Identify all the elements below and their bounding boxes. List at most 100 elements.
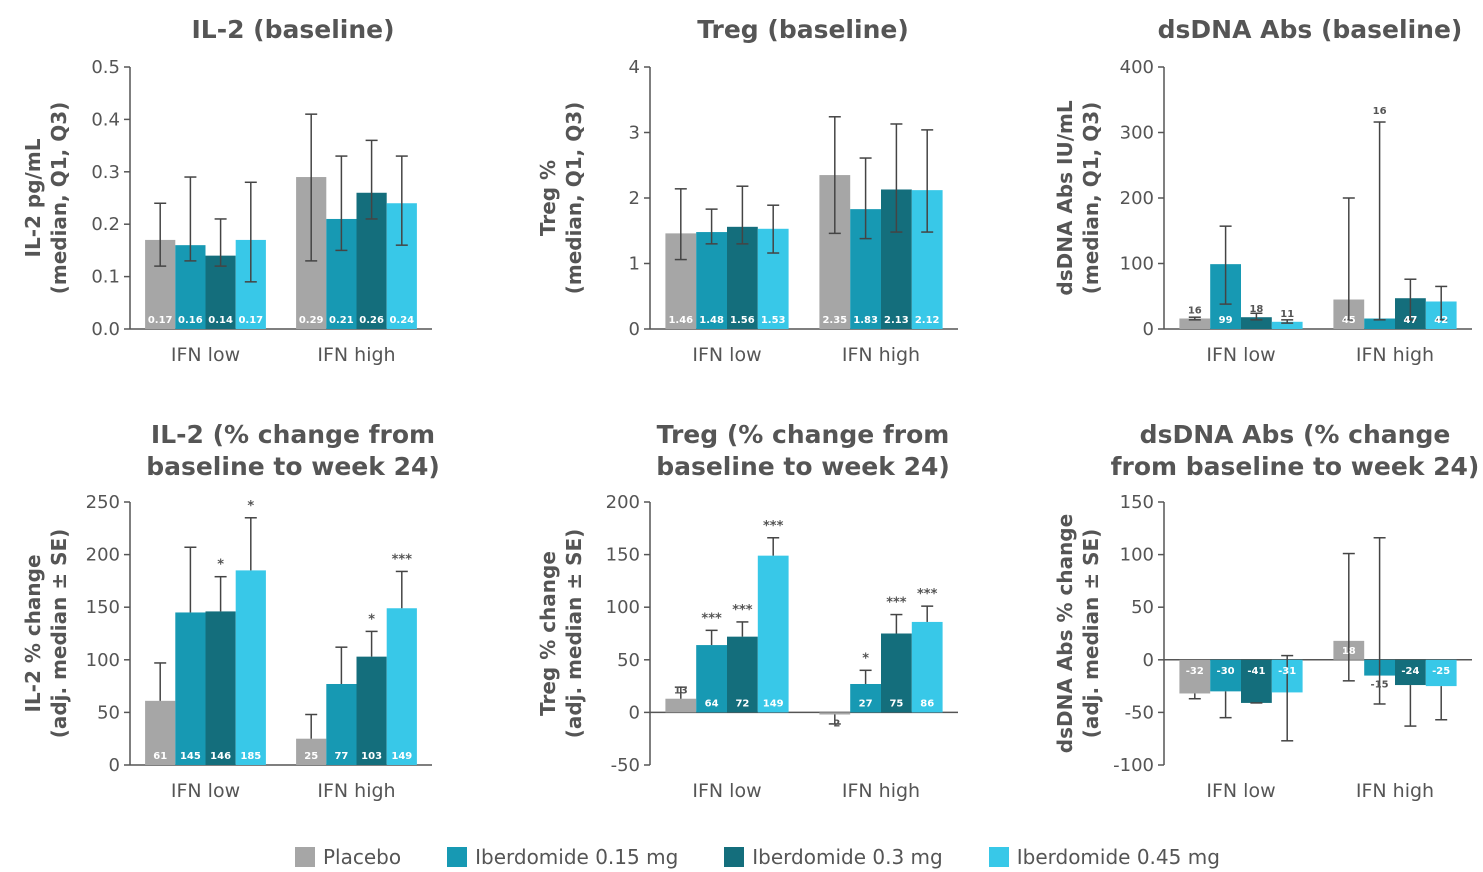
data-label: 47	[1403, 315, 1417, 326]
data-label: 45	[1342, 315, 1356, 326]
bar-iberdomide-0-15-mg	[326, 683, 357, 765]
chart-title: dsDNA Abs (baseline)	[1158, 15, 1463, 44]
chart-panel-6: dsDNA Abs (% change from baseline to week…	[1053, 420, 1479, 802]
y-tick-label: 0.0	[91, 319, 120, 340]
bar-iberdomide-0-45-mg	[235, 570, 266, 765]
data-label: -25	[1432, 666, 1450, 677]
significance-stars: ***	[886, 596, 907, 611]
y-tick-label: 2	[629, 188, 640, 209]
data-label: -41	[1247, 666, 1265, 677]
chart-title: baseline to week 24)	[146, 452, 440, 481]
data-label: 61	[153, 751, 167, 762]
legend-swatch-iberdomide-015	[447, 847, 468, 867]
data-label: 0.16	[178, 315, 203, 326]
data-label: 0.24	[389, 315, 414, 326]
y-tick-label: 0.5	[91, 57, 120, 78]
chart-panel-1: IL-2 (baseline) IL-2 pg/mL (median, Q1, Q3…	[21, 15, 432, 366]
x-category-label: IFN high	[1356, 344, 1434, 366]
bar-iberdomide-0-15-mg	[850, 683, 881, 713]
chart-title: Treg (% change from	[657, 420, 950, 449]
data-label: 146	[210, 751, 231, 762]
legend-label-iberdomide-015: Iberdomide 0.15 mg	[475, 845, 679, 869]
data-label: 1.46	[668, 315, 693, 326]
data-label: 18	[1342, 646, 1356, 657]
legend-swatch-iberdomide-03	[724, 847, 745, 867]
y-tick-label: 200	[86, 545, 120, 566]
y-tick-label: 0	[629, 702, 640, 723]
data-label: 64	[705, 698, 719, 709]
y-tick-label: 50	[617, 650, 640, 671]
bar-placebo	[145, 700, 176, 765]
y-tick-label: -100	[1113, 755, 1154, 776]
y-axis-label: Treg %	[536, 160, 560, 236]
significance-stars: ***	[701, 611, 722, 626]
chart-title: IL-2 (baseline)	[191, 15, 394, 44]
y-axis-label: Treg % change	[536, 551, 560, 716]
bar-iberdomide-0-15-mg	[696, 232, 727, 329]
chart-title: from baseline to week 24)	[1111, 452, 1480, 481]
significance-stars: ***	[763, 519, 784, 534]
data-label: -31	[1278, 666, 1296, 677]
y-axis-label: dsDNA Abs % change	[1053, 514, 1077, 753]
data-label: -2	[829, 719, 840, 730]
chart-title: Treg (baseline)	[697, 15, 909, 44]
data-label: 0.29	[299, 315, 324, 326]
legend: Placebo Iberdomide 0.15 mg Iberdomide 0.…	[295, 842, 1220, 872]
bar-iberdomide-0-3-mg	[205, 255, 236, 329]
x-category-label: IFN low	[1206, 344, 1275, 366]
bar-iberdomide-0-45-mg	[911, 621, 943, 713]
y-tick-label: 50	[97, 702, 120, 723]
significance-stars: *	[247, 499, 254, 514]
legend-label-iberdomide-045: Iberdomide 0.45 mg	[1016, 845, 1220, 869]
data-label: 2.13	[884, 315, 909, 326]
data-label: 103	[361, 751, 382, 762]
x-category-label: IFN high	[317, 344, 395, 366]
y-tick-label: 3	[629, 123, 640, 144]
data-label: 25	[304, 751, 318, 762]
bar-iberdomide-0-15-mg	[1364, 318, 1395, 329]
y-axis-label: IL-2 % change	[21, 554, 45, 712]
y-tick-label: 0.3	[91, 162, 120, 183]
x-category-label: IFN low	[171, 344, 240, 366]
data-label: -30	[1217, 666, 1235, 677]
x-category-label: IFN high	[1356, 780, 1434, 802]
y-tick-label: 50	[1131, 597, 1154, 618]
chart-title: baseline to week 24)	[656, 452, 950, 481]
data-label: 13	[674, 686, 688, 697]
chart-title: IL-2 (% change from	[151, 420, 435, 449]
bar-iberdomide-0-3-mg	[1241, 659, 1272, 703]
chart-panel-3: dsDNA Abs (baseline) dsDNA Abs IU/mL (medi…	[1053, 15, 1472, 366]
legend-swatch-iberdomide-045	[988, 847, 1009, 867]
bar-iberdomide-0-15-mg	[1210, 659, 1241, 692]
bar-iberdomide-0-3-mg	[205, 611, 236, 765]
bar-placebo	[296, 738, 327, 765]
data-label: 75	[889, 698, 903, 709]
y-tick-label: 0	[1143, 650, 1154, 671]
data-label: 11	[1280, 309, 1294, 320]
bar-iberdomide-0-3-mg	[356, 656, 387, 765]
data-label: 1.48	[699, 315, 724, 326]
data-label: 99	[1219, 315, 1233, 326]
chart-panel-2: Treg (baseline) Treg % (median, Q1, Q3) 0 1 2…	[536, 15, 958, 366]
bar-iberdomide-0-3-mg	[1241, 317, 1272, 329]
data-label: 86	[920, 698, 934, 709]
significance-stars: ***	[732, 603, 753, 618]
y-tick-label: 100	[606, 597, 640, 618]
data-label: 72	[735, 698, 749, 709]
data-label: 16	[1373, 106, 1387, 117]
x-category-label: IFN low	[692, 344, 761, 366]
data-label: 2.12	[915, 315, 940, 326]
y-tick-label: 0.2	[91, 214, 120, 235]
x-category-label: IFN high	[842, 780, 920, 802]
data-label: 185	[240, 751, 261, 762]
y-tick-label: 250	[86, 492, 120, 513]
data-label: 2.35	[822, 315, 847, 326]
data-label: 18	[1249, 304, 1263, 315]
significance-stars: *	[862, 651, 869, 666]
bar-iberdomide-0-15-mg	[175, 612, 206, 765]
significance-stars: ***	[917, 587, 938, 602]
data-label: 1.83	[853, 315, 878, 326]
y-tick-label: 0	[1143, 319, 1154, 340]
legend-label-placebo: Placebo	[323, 845, 402, 869]
